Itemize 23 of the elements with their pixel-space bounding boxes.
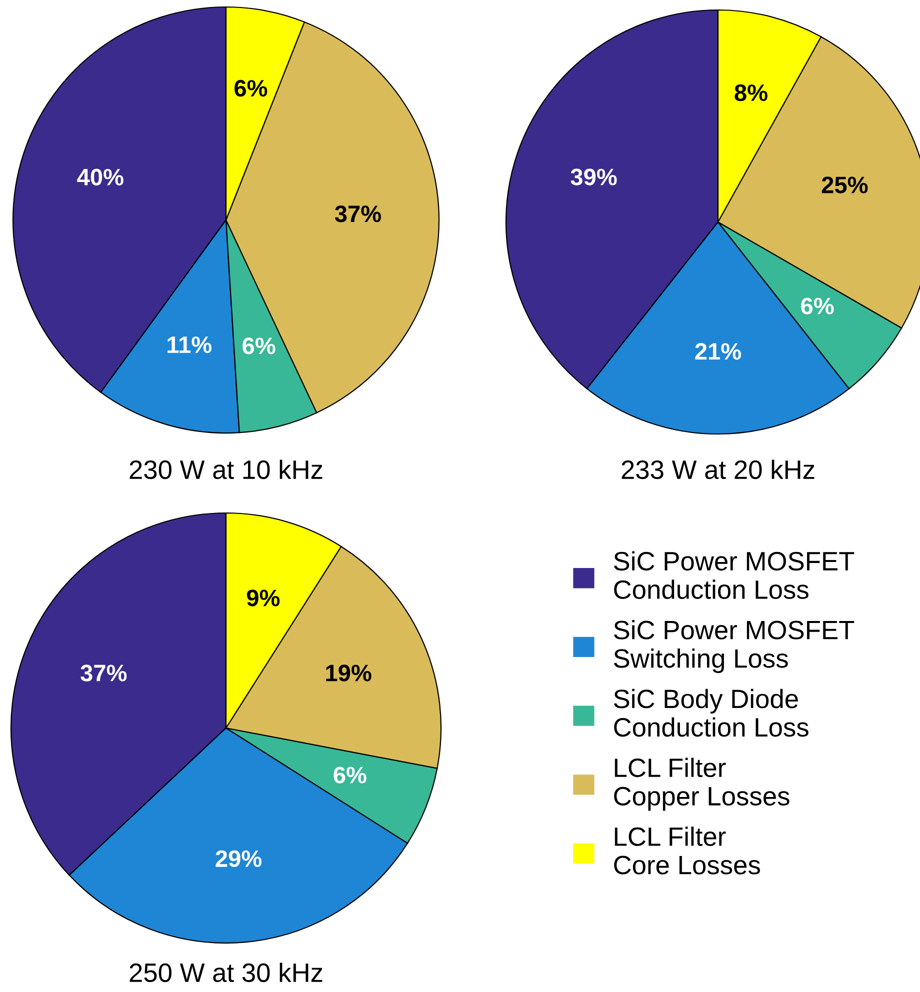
data-label: 29% — [216, 850, 262, 868]
text: 230 W at 10 kHz — [130, 460, 322, 480]
legend-label: LCL Filter Core Losses — [614, 826, 760, 874]
data-label: 6% — [801, 298, 834, 314]
data-label: 19% — [326, 664, 372, 682]
legend-label: SiC Power MOSFET Switching Loss — [614, 620, 854, 674]
data-label: 8% — [734, 84, 768, 102]
data-label: 11% — [168, 336, 212, 354]
data-label: 37% — [334, 205, 381, 222]
legend-label: LCL Filter Copper Losses — [614, 758, 790, 811]
data-label: 21% — [695, 343, 742, 360]
data-label: 9% — [246, 590, 280, 606]
data-label: 25% — [822, 176, 868, 194]
data-label: 39% — [570, 168, 617, 186]
data-label: 6% — [242, 338, 276, 354]
text: 233 W at 20 kHz — [622, 460, 814, 480]
data-label: 37% — [80, 664, 127, 682]
data-label: 40% — [77, 168, 124, 186]
data-label: 6% — [334, 766, 366, 784]
legend-label: SiC Body Diode Conduction Loss — [614, 688, 808, 737]
legend-label: SiC Power MOSFET Conduction Loss — [614, 551, 854, 599]
text: 250 W at 30 kHz — [130, 962, 322, 982]
data-label: 6% — [234, 80, 268, 97]
